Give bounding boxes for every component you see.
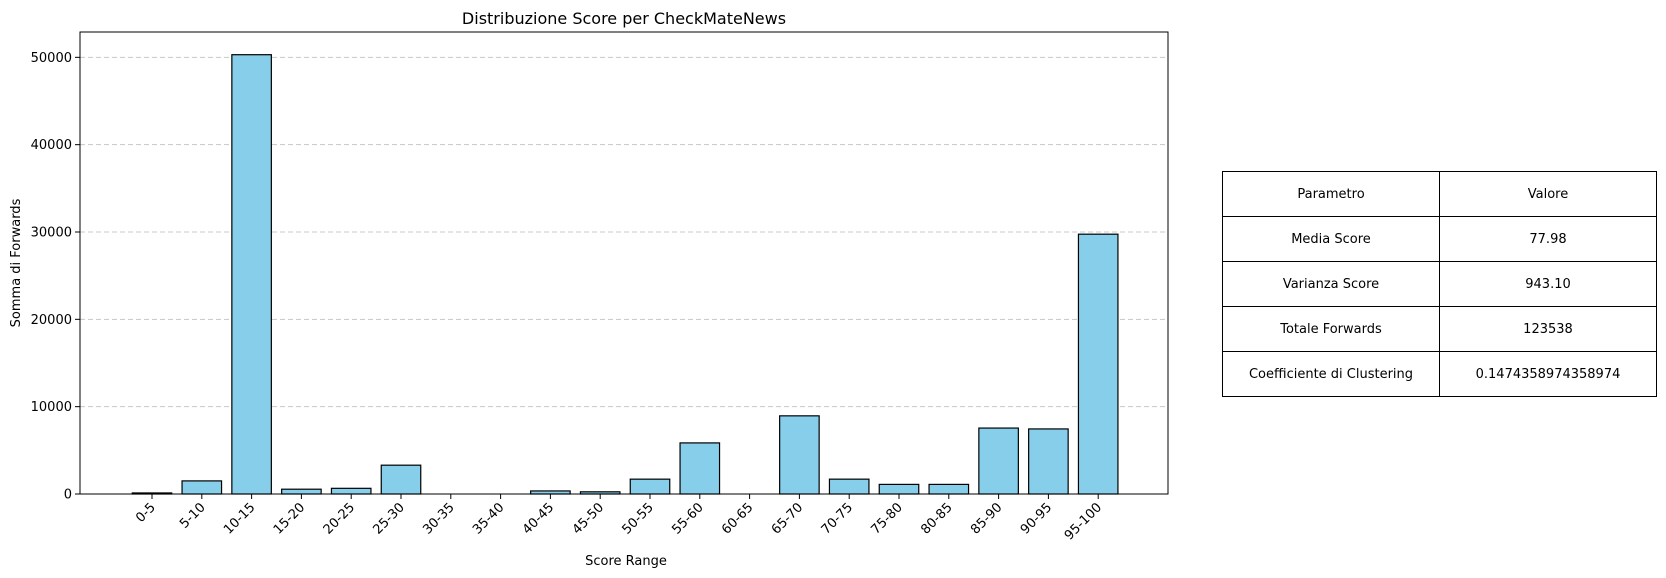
x-tick-label: 50-55 [620, 500, 657, 537]
y-axis-label: Somma di Forwards [9, 198, 24, 327]
x-axis-ticks: 0-5 5-10 10-15 15-20 20-25 25-30 30-35 35-40 40-… [133, 494, 1105, 543]
table-row: Media Score 77.98 [1222, 216, 1657, 262]
x-tick-label: 60-65 [719, 500, 756, 537]
bars [131, 54, 1119, 495]
stats-table: Parametro Valore Media Score 77.98 Varia… [1222, 171, 1657, 397]
grid-lines [80, 56, 1168, 408]
bar-55-60 [679, 442, 721, 495]
bar-65-70 [779, 415, 820, 495]
bar-90-95 [1028, 428, 1069, 495]
x-tick-label: 85-90 [968, 500, 1005, 537]
bar-75-80 [878, 483, 920, 495]
y-tick-label: 10000 [31, 400, 72, 415]
bar-15-20 [281, 488, 322, 495]
x-tick-label: 90-95 [1018, 500, 1055, 537]
bar-25-30 [380, 464, 422, 495]
x-tick-label: 65-70 [769, 500, 806, 537]
x-tick-label: 0-5 [133, 500, 159, 526]
table-header-row: Parametro Valore [1222, 171, 1657, 217]
x-tick-label: 30-35 [420, 500, 457, 537]
bar-95-100 [1077, 233, 1119, 495]
table-row: Totale Forwards 123538 [1222, 306, 1657, 352]
y-tick-label: 40000 [31, 138, 72, 153]
x-tick-label: 15-20 [271, 500, 308, 537]
y-tick-label: 50000 [31, 51, 72, 66]
table-cell-parameter: Totale Forwards [1222, 306, 1440, 352]
bar-80-85 [928, 483, 970, 495]
y-tick-label: 20000 [31, 313, 72, 328]
chart-title: Distribuzione Score per CheckMateNews [462, 9, 786, 28]
x-tick-label: 5-10 [177, 500, 208, 531]
x-tick-label: 95-100 [1062, 500, 1105, 543]
x-tick-label: 45-50 [570, 500, 607, 537]
bar-10-15 [231, 54, 272, 495]
bar-5-10 [181, 480, 223, 495]
y-tick-label: 30000 [31, 225, 72, 240]
x-tick-label: 10-15 [221, 500, 258, 537]
bar-70-75 [828, 478, 870, 495]
x-tick-label: 70-75 [819, 500, 856, 537]
table-cell-value: 123538 [1439, 306, 1657, 352]
table-cell-parameter: Varianza Score [1222, 261, 1440, 307]
x-tick-label: 75-80 [869, 500, 906, 537]
x-tick-label: 55-60 [669, 500, 706, 537]
bar-50-55 [629, 478, 671, 495]
table-row: Coefficiente di Clustering 0.14743589743… [1222, 351, 1657, 397]
y-tick-label: 0 [64, 488, 72, 503]
bar-85-90 [978, 427, 1019, 495]
x-tick-label: 25-30 [371, 500, 408, 537]
table-cell-parameter: Coefficiente di Clustering [1222, 351, 1440, 397]
x-tick-label: 80-85 [918, 500, 955, 537]
table-cell-value: 943.10 [1439, 261, 1657, 307]
table-cell-value: 0.1474358974358974 [1439, 351, 1657, 397]
table-cell-parameter: Media Score [1222, 216, 1440, 262]
plot-frame [79, 31, 1169, 495]
bar-20-25 [330, 487, 372, 495]
table-cell-value: 77.98 [1439, 216, 1657, 262]
table-row: Varianza Score 943.10 [1222, 261, 1657, 307]
x-tick-label: 40-45 [520, 500, 557, 537]
y-axis-ticks: 0 10000 20000 30000 40000 50000 [31, 51, 80, 503]
x-axis-label: Score Range [585, 554, 667, 569]
x-tick-label: 35-40 [470, 500, 507, 537]
x-tick-label: 20-25 [321, 500, 358, 537]
table-header-parametro: Parametro [1222, 171, 1440, 217]
table-header-valore: Valore [1439, 171, 1657, 217]
